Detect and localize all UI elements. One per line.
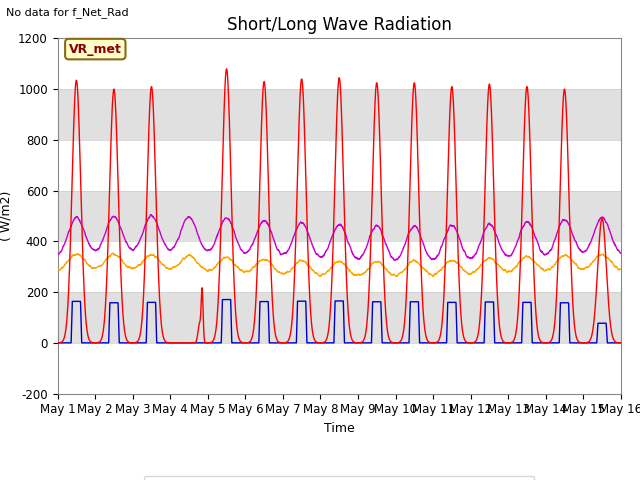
Text: VR_met: VR_met bbox=[69, 43, 122, 56]
Legend: SW in, LW in, SW out, LW out: SW in, LW in, SW out, LW out bbox=[144, 476, 534, 480]
Text: No data for f_Net_Rad: No data for f_Net_Rad bbox=[6, 7, 129, 18]
X-axis label: Time: Time bbox=[324, 422, 355, 435]
Bar bbox=[58, 241, 621, 292]
Bar bbox=[58, 89, 621, 140]
Bar bbox=[58, 191, 621, 241]
Bar bbox=[58, 292, 621, 343]
Bar bbox=[58, 343, 621, 394]
Y-axis label: ( W/m2): ( W/m2) bbox=[0, 191, 13, 241]
Bar bbox=[58, 38, 621, 89]
Bar bbox=[58, 140, 621, 191]
Title: Short/Long Wave Radiation: Short/Long Wave Radiation bbox=[227, 16, 452, 34]
